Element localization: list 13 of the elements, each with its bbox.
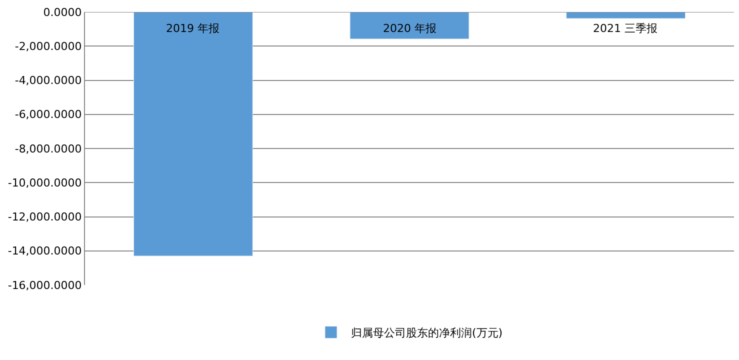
y-tick-label: -6,000.0000 <box>14 108 82 122</box>
y-tick-label: -2,000.0000 <box>14 40 82 53</box>
legend-label: 归属母公司股东的净利润(万元) <box>351 326 503 340</box>
y-tick-label: 0.0000 <box>43 6 82 19</box>
y-tick-label: -4,000.0000 <box>14 74 82 88</box>
y-tick-label: -14,000.0000 <box>8 244 82 258</box>
x-tick-label: 2020 年报 <box>383 22 436 35</box>
x-tick-label: 2019 年报 <box>166 22 220 35</box>
x-tick-label: 2021 三季报 <box>593 22 658 35</box>
y-tick-label: -12,000.0000 <box>8 210 82 224</box>
y-tick-label: -8,000.0000 <box>14 142 82 156</box>
y-tick-label: -10,000.0000 <box>8 176 82 190</box>
y-tick-label: -16,000.0000 <box>8 278 82 292</box>
